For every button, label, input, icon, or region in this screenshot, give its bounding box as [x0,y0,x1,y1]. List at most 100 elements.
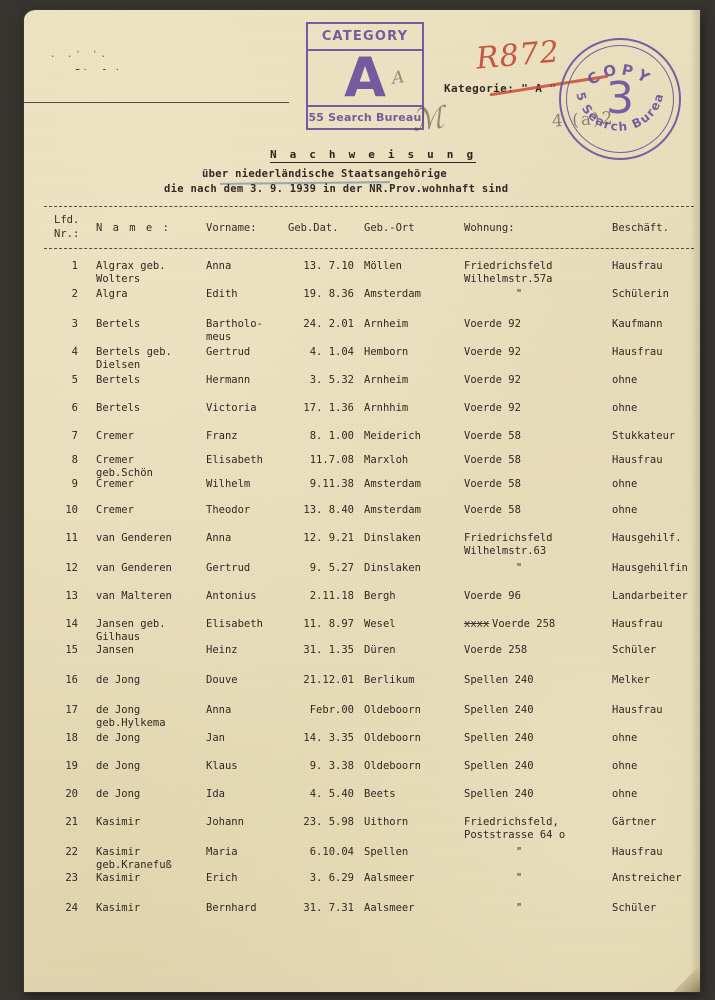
row-address: Voerde 58 [464,478,521,490]
row-firstname: Franz [206,430,238,442]
row-number: 20 [65,788,78,800]
row-birthplace: Möllen [364,260,402,272]
row-birthplace: Amsterdam [364,504,421,516]
row-firstname: Theodor [206,504,251,516]
row-birthplace: Spellen [364,846,409,858]
row-birthdate: 11. 8.97 [303,618,354,630]
document-paper: . .' '. eis: Dinslaken atsbezirk:Voerde(… [24,10,700,992]
row-address: Voerde 92 [464,346,521,358]
row-address-ditto: " [515,562,523,574]
row-address: Spellen 240 [464,704,534,716]
row-surname: Kasimir [96,872,141,884]
row-number: 23 [65,872,78,884]
row-birthplace: Hemborn [364,346,409,358]
row-birthdate: 9. 3.38 [309,760,354,772]
header-gebdat: Geb.Dat. [288,222,339,234]
row-surname: Kasimir [96,902,141,914]
row-firstname: Johann [206,816,244,828]
row-number: 9 [71,478,78,490]
copy-stamp: COPY 55 Search Bureau 3 [559,38,681,160]
row-occupation: ohne [612,732,638,744]
row-address: Spellen 240 [464,788,534,800]
row-surname: de Jong [96,760,141,772]
row-firstname: Klaus [206,760,238,772]
row-occupation: Hausfrau [612,618,663,630]
row-birthdate: 11.7.08 [309,454,354,466]
table-row: 15 Jansen Heinz 31. 1.35 Düren Voerde 258 Schü… [24,644,700,658]
row-address: Spellen 240 [464,732,534,744]
row-occupation: ohne [612,788,638,800]
row-firstname: Ida [206,788,225,800]
row-birthdate: 19. 8.36 [303,288,354,300]
table-row: 9 Cremer Wilhelm 9.11.38 Amsterdam Voerde 58 o… [24,478,700,492]
pencil-initial-mark: A [390,67,406,89]
row-number: 15 [65,644,78,656]
row-occupation: Hausfrau [612,846,663,858]
row-number: 8 [71,454,78,466]
table-row: 11 van Genderen Anna 12. 9.21 Dinslaken Fried… [24,532,700,546]
row-birthdate: 17. 1.36 [303,402,354,414]
row-maiden-name: geb.Kranefuß [96,859,172,871]
row-firstname: Anna [206,260,232,272]
row-address: Friedrichsfeld [464,260,553,272]
row-surname: Cremer [96,478,134,490]
row-occupation: ohne [612,478,638,490]
row-birthplace: Arnheim [364,318,409,330]
row-surname: Bertels [96,402,141,414]
row-occupation: Kaufmann [612,318,663,330]
row-surname: Algrax geb. [96,260,166,272]
row-surname: Algra [96,288,128,300]
kreis-line: eis: Dinslaken [24,68,136,70]
row-surname: Kasimir [96,816,141,828]
row-birthplace: Aalsmeer [364,872,415,884]
row-firstname-continued: meus [206,331,232,343]
row-number: 5 [71,374,78,386]
table-row: 17 de Jong Anna Febr.00 Oldeboorn Spellen 240… [24,704,700,718]
document-subtitle-line1: über niederländische Staatsangehörige [202,168,447,180]
row-firstname: Antonius [206,590,257,602]
row-birthplace: Wesel [364,618,396,630]
svg-text:55 Search Bureau: 55 Search Bureau [561,40,667,134]
row-occupation: Schüler [612,644,657,656]
row-surname: Cremer [96,504,134,516]
paper-right-edge-shadow [690,10,700,992]
table-row: 24 Kasimir Bernhard 31. 7.31 Aalsmeer " Schüle… [24,902,700,916]
row-maiden-name: Dielsen [96,359,141,371]
table-row-continuation: geb.Hylkema [24,717,700,731]
row-address: Voerde 96 [464,590,521,602]
document-subtitle-line2: die nach dem 3. 9. 1939 in der NR.Prov.w… [164,183,509,195]
row-birthdate: 3. 6.29 [309,872,354,884]
row-occupation: ohne [612,504,638,516]
row-number: 16 [65,674,78,686]
row-firstname: Bernhard [206,902,257,914]
row-address: Friedrichsfeld, [464,816,559,828]
row-address: Voerde 58 [464,430,521,442]
table-row: 3 Bertels Bartholo- 24. 2.01 Arnheim Voerde 9… [24,318,700,332]
row-firstname: Jan [206,732,225,744]
row-address: Spellen 240 [464,674,534,686]
row-number: 3 [71,318,78,330]
row-birthplace: Aalsmeer [364,902,415,914]
header-num-line2: Nr.: [54,228,80,240]
header-wohnung: Wohnung: [464,222,515,234]
row-firstname: Heinz [206,644,238,656]
row-birthplace: Marxloh [364,454,409,466]
copy-stamp-arcs: COPY 55 Search Bureau [561,40,667,134]
red-reference-annotation: R872 [474,34,562,77]
row-birthdate: 4. 5.40 [309,788,354,800]
category-stamp-bureau: 55 Search Bureau [308,104,422,128]
row-occupation: Gärtner [612,816,657,828]
row-number: 6 [71,402,78,414]
row-birthdate: 23. 5.98 [303,816,354,828]
table-row: 21 Kasimir Johann 23. 5.98 Uithorn Friedrichs… [24,816,700,830]
table-row-continuation: Wolters Wilhelmstr.57a [24,273,700,287]
row-surname: van Genderen [96,562,172,574]
row-birthplace: Oldeboorn [364,760,421,772]
amtsbezirk-underline [24,102,289,103]
table-row: 16 de Jong Douve 21.12.01 Berlikum Spellen 24… [24,674,700,688]
table-row: 20 de Jong Ida 4. 5.40 Beets Spellen 240 ohne [24,788,700,802]
row-number: 2 [71,288,78,300]
row-firstname: Anna [206,532,232,544]
row-birthdate: 13. 8.40 [303,504,354,516]
row-occupation: ohne [612,402,638,414]
